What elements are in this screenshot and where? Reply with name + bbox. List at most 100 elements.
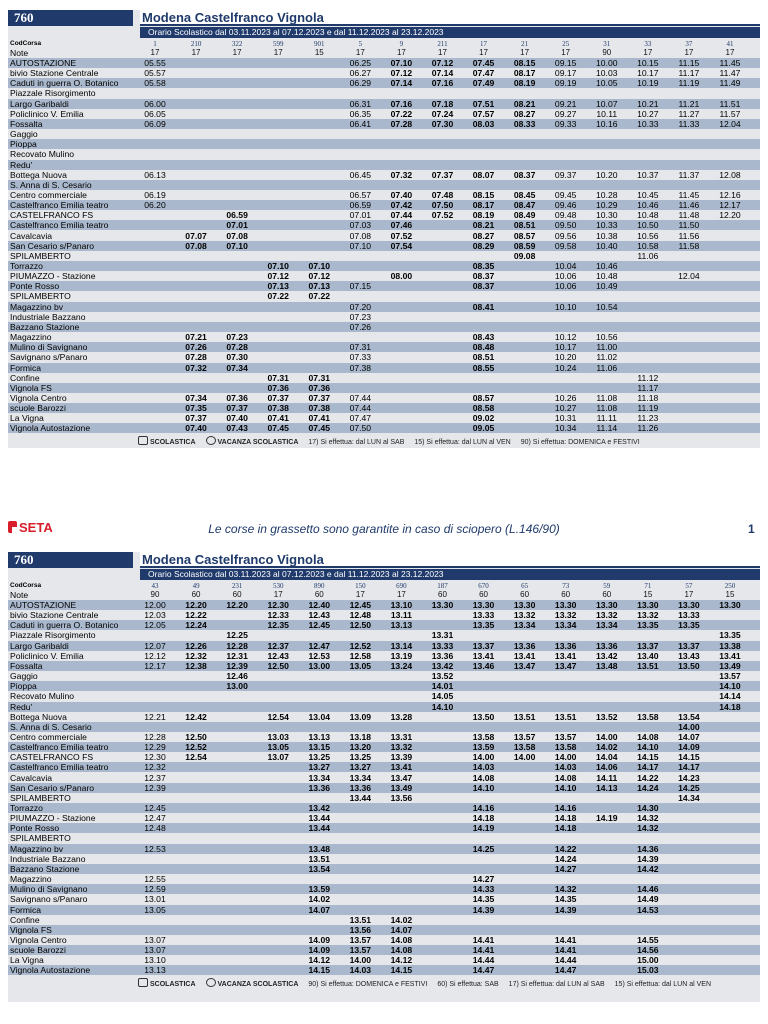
stop-row: scuole Barozzi 07.35 07.37 07.38 07.38 07.44 0… xyxy=(8,403,760,414)
departure-time: 07.52 xyxy=(431,210,454,221)
departure-time: 12.43 xyxy=(308,610,331,621)
departure-time: 13.40 xyxy=(637,650,659,661)
departure-time: 13.05 xyxy=(349,660,372,671)
stop-row: Largo Garibaldi 06.00 06.31 07.16 07.18 07.51… xyxy=(8,98,760,109)
departure-time: 11.51 xyxy=(719,98,741,109)
stop-name: Largo Garibaldi xyxy=(10,98,69,109)
departure-time: 07.46 xyxy=(390,220,413,231)
departure-time: 11.11 xyxy=(596,413,617,424)
departure-time: 10.03 xyxy=(596,68,618,79)
departure-time: 07.45 xyxy=(472,58,495,68)
departure-time: 11.19 xyxy=(637,403,659,414)
stop-name: S. Anna di S. Cesario xyxy=(10,721,92,732)
departure-time: 14.15 xyxy=(390,965,413,976)
departure-time: 12.50 xyxy=(349,620,372,631)
departure-time: 11.17 xyxy=(678,68,700,79)
stop-row: bivio Stazione Centrale 05.57 06.27 07.12 07… xyxy=(8,68,760,78)
departure-time: 14.00 xyxy=(596,731,618,742)
departure-time: 10.48 xyxy=(596,271,618,282)
departure-time: 14.32 xyxy=(637,823,659,834)
departure-time: 11.33 xyxy=(678,118,700,129)
departure-time: 08.45 xyxy=(513,189,536,200)
departure-time: 14.19 xyxy=(596,813,618,824)
departure-time: 12.12 xyxy=(144,650,166,661)
departure-time: 07.57 xyxy=(472,108,495,119)
departure-time: 10.06 xyxy=(554,271,577,282)
departure-time: 14.07 xyxy=(308,904,331,915)
trip-code: 37 xyxy=(685,40,693,48)
departure-time: 13.35 xyxy=(637,620,659,631)
departure-time: 13.32 xyxy=(390,742,413,753)
trip-note: 60 xyxy=(561,590,571,599)
departure-time: 13.30 xyxy=(431,600,454,610)
stop-row: Gaggio 12.46 13.52 13.57 xyxy=(8,671,760,681)
stop-row: Castelfranco Emilia teatro 12.32 13.27 13.2… xyxy=(8,762,760,773)
departure-time: 14.16 xyxy=(472,803,495,813)
departure-time: 10.11 xyxy=(596,108,618,119)
departure-time: 07.08 xyxy=(349,230,372,241)
departure-time: 10.48 xyxy=(637,210,659,221)
departure-time: 09.19 xyxy=(554,78,577,89)
trip-note: 17 xyxy=(561,48,571,57)
departure-time: 07.34 xyxy=(226,362,248,373)
departure-time: 13.38 xyxy=(719,640,741,651)
departure-time: 06.05 xyxy=(144,108,166,119)
departure-time: 13.37 xyxy=(472,640,495,651)
departure-time: 12.33 xyxy=(267,610,289,621)
legend-school: SCOLASTICA xyxy=(138,977,196,988)
departure-time: 14.09 xyxy=(308,945,331,956)
departure-time: 07.45 xyxy=(267,423,289,434)
trip-code: 1 xyxy=(153,40,157,48)
departure-time: 07.34 xyxy=(185,392,207,403)
stop-row: Confine 13.51 14.02 xyxy=(8,915,760,925)
departure-time: 10.24 xyxy=(554,362,577,373)
departure-time: 07.40 xyxy=(226,413,248,424)
departure-time: 07.24 xyxy=(431,108,454,119)
departure-time: 07.08 xyxy=(226,230,248,241)
departure-time: 14.02 xyxy=(390,914,413,925)
departure-time: 10.04 xyxy=(554,261,577,271)
stop-row: Pioppa xyxy=(8,139,760,150)
logo-text: SETA xyxy=(19,520,53,535)
departure-time: 14.42 xyxy=(637,863,659,874)
legend-note: 15) Si effettua: dal LUN al VEN xyxy=(615,981,711,988)
departure-time: 10.45 xyxy=(637,189,659,200)
stop-name: Magazzino bv xyxy=(10,301,64,312)
departure-time: 11.26 xyxy=(637,423,659,434)
departure-time: 06.09 xyxy=(144,118,166,129)
stop-name: Pioppa xyxy=(10,681,37,692)
departure-time: 11.37 xyxy=(678,169,700,180)
legend-text: 90) Si effettua: DOMENICA e FESTIVI xyxy=(520,438,640,446)
stop-row: Redu' 14.10 14.18 xyxy=(8,701,760,712)
departure-time: 13.42 xyxy=(431,660,454,671)
departure-time: 13.47 xyxy=(513,660,536,671)
departure-time: 13.24 xyxy=(390,660,413,671)
departure-time: 14.47 xyxy=(472,965,495,976)
departure-time: 07.41 xyxy=(267,413,289,424)
stop-name: Recovato Mulino xyxy=(10,691,75,702)
departure-time: 13.44 xyxy=(308,813,331,824)
departure-time: 11.58 xyxy=(678,240,700,251)
trip-note: 17 xyxy=(273,48,283,57)
trip-code: 25 xyxy=(562,40,570,48)
departure-time: 07.31 xyxy=(349,342,372,353)
departure-time: 06.00 xyxy=(144,98,166,109)
departure-time: 12.05 xyxy=(144,620,166,631)
departure-time: 10.33 xyxy=(637,118,659,129)
stop-name: PIUMAZZO - Stazione xyxy=(10,813,96,824)
stop-name: Gaggio xyxy=(10,129,38,140)
stop-row: Recovato Mulino 14.05 14.14 xyxy=(8,691,760,701)
stop-row: Gaggio xyxy=(8,129,760,139)
departure-time: 10.28 xyxy=(596,189,618,200)
legend-note: 90) Si effettua: DOMENICA e FESTIVI xyxy=(521,439,640,446)
stop-name: S. Anna di S. Cesario xyxy=(10,179,92,190)
stop-row: SPILAMBERTO 09.08 11.06 xyxy=(8,251,760,261)
trip-note: 17 xyxy=(684,590,694,599)
departure-time: 10.17 xyxy=(554,342,577,353)
departure-time: 11.27 xyxy=(678,108,700,119)
departure-time: 07.45 xyxy=(308,423,331,434)
stop-row: bivio Stazione Centrale 12.03 12.22 12.33 12… xyxy=(8,610,760,620)
departure-time: 13.51 xyxy=(513,711,536,722)
departure-time: 07.13 xyxy=(267,281,289,292)
